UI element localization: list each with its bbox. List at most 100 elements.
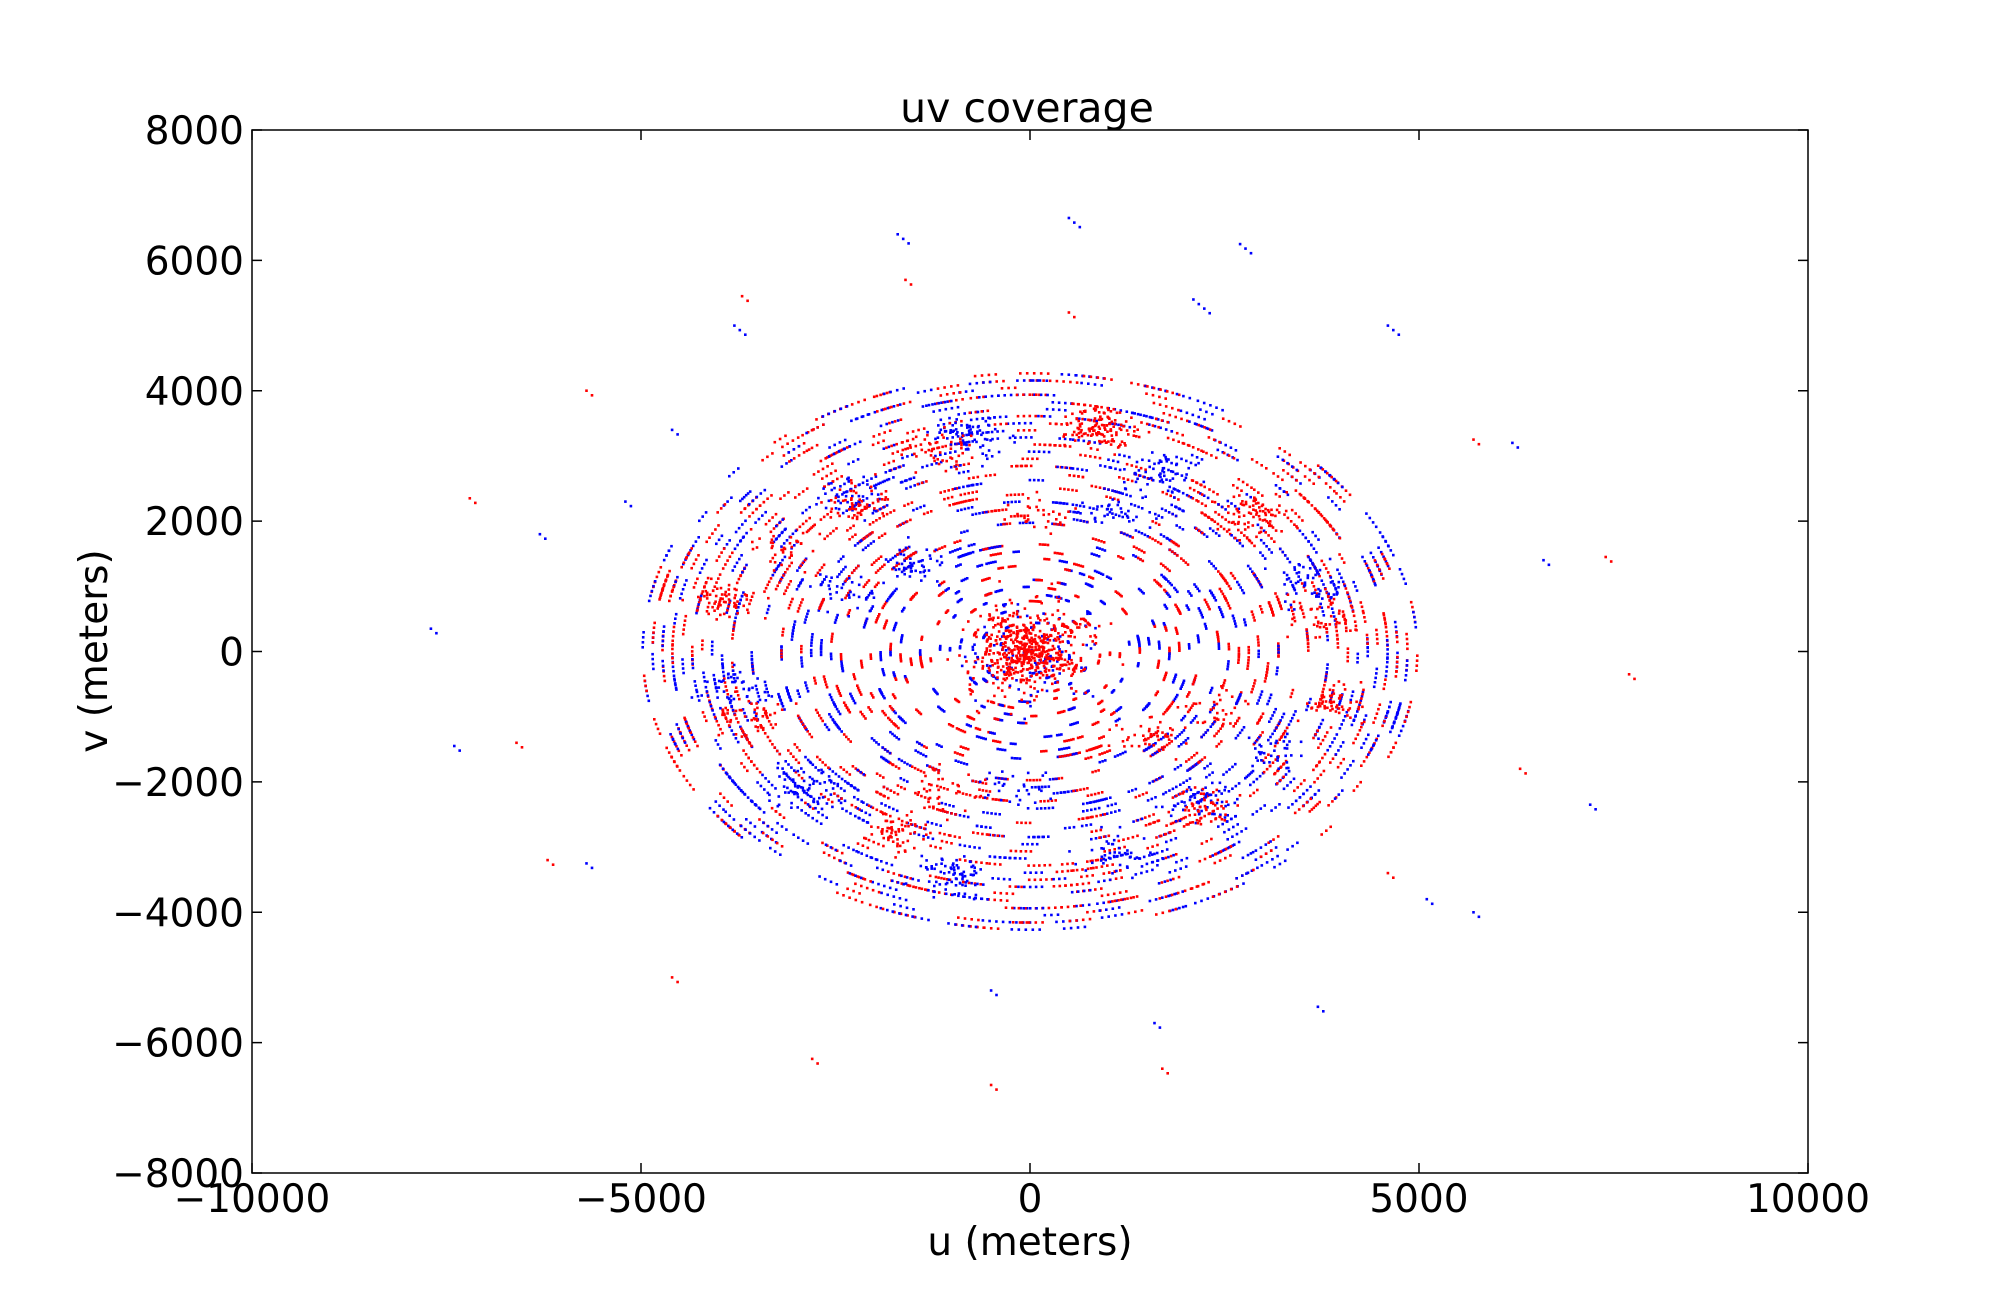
uv-point [758, 504, 762, 507]
uv-point [914, 444, 918, 448]
uv-point [847, 575, 851, 578]
uv-point [920, 794, 923, 798]
uv-point [1168, 789, 1171, 792]
uv-point [793, 769, 796, 772]
uv-point [804, 684, 808, 687]
uv-point [1171, 821, 1175, 825]
uv-point [1227, 645, 1231, 648]
uv-point [1342, 757, 1345, 761]
uv-point [1356, 733, 1360, 736]
uv-point [887, 445, 891, 449]
uv-point [1247, 651, 1251, 655]
uv-point [720, 534, 724, 538]
uv-point [920, 664, 924, 667]
uv-point [949, 724, 953, 727]
uv-point [827, 798, 830, 801]
uv-point [1006, 777, 1009, 781]
uv-point [1147, 638, 1150, 641]
uv-point [966, 470, 970, 473]
uv-point [1184, 561, 1188, 564]
uv-point [942, 580, 946, 584]
uv-point [1022, 700, 1025, 703]
uv-point [1212, 490, 1215, 494]
uv-point [1222, 577, 1226, 581]
uv-point [1263, 804, 1266, 807]
uv-point [736, 609, 739, 613]
uv-point [1193, 676, 1197, 680]
uv-point [1071, 488, 1074, 492]
uv-point [1047, 587, 1050, 590]
uv-point [998, 813, 1001, 816]
uv-point [694, 581, 697, 585]
uv-point [1001, 799, 1005, 802]
uv-point [1311, 581, 1314, 584]
uv-point [864, 621, 867, 625]
uv-point [1094, 837, 1098, 840]
uv-point [816, 800, 819, 803]
uv-point [1186, 419, 1189, 423]
uv-point [1076, 721, 1079, 724]
uv-point [1170, 461, 1173, 465]
uv-point [1282, 763, 1285, 766]
uv-point [1176, 607, 1180, 610]
uv-point [1287, 806, 1290, 809]
uv-point [868, 523, 872, 526]
uv-point [881, 668, 884, 671]
uv-point [722, 670, 725, 674]
uv-point [1171, 470, 1175, 474]
uv-point [1179, 783, 1182, 786]
uv-point [770, 828, 774, 831]
uv-point [1086, 867, 1090, 871]
uv-point [1198, 529, 1201, 533]
uv-point [1165, 824, 1168, 827]
uv-point [1157, 642, 1161, 645]
uv-point [1052, 394, 1056, 397]
uv-point [1173, 697, 1177, 701]
uv-point [1173, 767, 1177, 771]
uv-point [1286, 784, 1289, 787]
uv-point [1164, 625, 1167, 629]
uv-point [968, 411, 972, 415]
uv-point [782, 627, 785, 631]
uv-point [961, 792, 965, 795]
uv-point [1330, 607, 1334, 610]
uv-point [1064, 884, 1067, 887]
uv-point [1063, 791, 1066, 794]
uv-point [985, 438, 989, 441]
uv-point [1265, 671, 1269, 674]
uv-point [1384, 622, 1387, 626]
uv-point [748, 515, 751, 518]
uv-point [1340, 557, 1344, 560]
uv-point [944, 452, 947, 455]
uv-point [702, 671, 705, 675]
uv-point [1014, 564, 1017, 568]
uv-point [905, 876, 909, 879]
uv-point [788, 603, 792, 607]
uv-point [1075, 595, 1079, 598]
uv-point [1222, 527, 1226, 531]
uv-point [1119, 869, 1122, 872]
uv-point [735, 561, 739, 565]
uv-point [1077, 475, 1080, 478]
uv-point [721, 662, 724, 665]
uv-point [959, 501, 963, 504]
uv-point [1033, 443, 1036, 446]
uv-point [1168, 655, 1171, 659]
uv-point [1071, 706, 1075, 710]
uv-point [981, 832, 984, 836]
uv-point [1317, 538, 1320, 541]
uv-point [955, 727, 959, 730]
uv-point [919, 769, 923, 773]
uv-point [869, 653, 872, 656]
uv-point [922, 834, 925, 838]
uv-point [755, 767, 759, 770]
uv-point [1166, 420, 1169, 424]
uv-point [885, 504, 889, 507]
uv-point [987, 561, 991, 565]
uv-point [1069, 438, 1072, 441]
uv-point [891, 556, 895, 560]
uv-point [1306, 638, 1310, 642]
uv-point [1153, 424, 1157, 428]
uv-point [1236, 539, 1239, 542]
uv-point [1017, 721, 1020, 724]
